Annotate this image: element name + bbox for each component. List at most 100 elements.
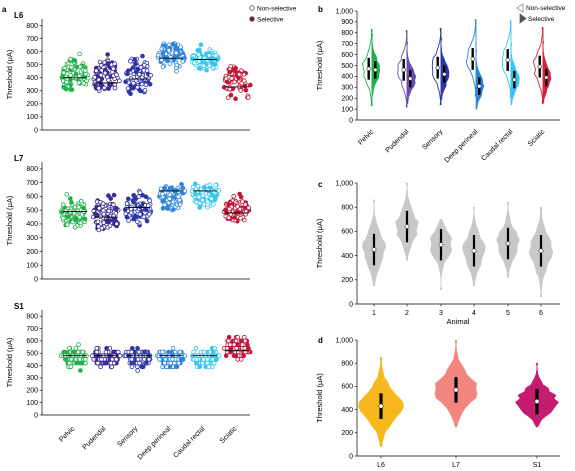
data-point (226, 202, 231, 207)
data-point (104, 345, 109, 351)
panel-a-L7-y-label: Threshold (μA) (5, 195, 14, 245)
panel-a-series-Pudendal (91, 52, 122, 94)
data-point (176, 360, 182, 366)
data-point (210, 65, 216, 71)
median-marker (453, 387, 459, 393)
data-point (105, 52, 110, 57)
panel-a-L6-y-label: Threshold (μA) (5, 49, 14, 99)
data-point (236, 72, 242, 77)
data-point (105, 74, 110, 80)
data-point (140, 193, 146, 198)
data-point (172, 349, 178, 355)
data-point (136, 71, 142, 77)
data-point (96, 206, 102, 211)
panel-a-series-Pelvic (59, 51, 91, 92)
data-point (114, 72, 119, 78)
panel-a-L6-y-tick-label: 100 (26, 114, 38, 121)
panel-c-violin-4: 4 (462, 206, 486, 317)
data-point (82, 216, 88, 222)
panel-a-series-Pudendal (90, 345, 123, 370)
data-point (146, 357, 152, 362)
median-marker (378, 403, 384, 409)
data-point (177, 198, 182, 203)
data-point (242, 345, 248, 351)
data-point (117, 78, 122, 84)
data-point (137, 190, 143, 195)
panel-d-x-tick-label: L6 (377, 462, 385, 469)
data-point (246, 95, 251, 100)
data-point (205, 357, 210, 362)
data-point (114, 357, 119, 362)
data-point (62, 349, 67, 355)
data-point (92, 211, 98, 217)
data-point (232, 79, 237, 85)
panel-b-violin-Sensory (431, 27, 450, 106)
panel-a-series-Sciatic (221, 334, 253, 362)
panel-a-x-tick-label: Pelvic (58, 425, 77, 444)
data-point (197, 47, 202, 52)
panel-b-violin-Pudendal (397, 30, 417, 108)
data-point (138, 88, 143, 94)
data-point (77, 51, 82, 57)
data-point (170, 345, 176, 351)
legend-label-nonselective: Non-selective (257, 6, 297, 13)
data-point (213, 53, 219, 58)
data-point (200, 197, 205, 203)
panel-c-x-label: Animal (447, 317, 470, 326)
data-point (137, 360, 142, 366)
data-point (242, 334, 247, 340)
panel-a-series-Deep perineal (154, 345, 188, 370)
panel-c-y-tick-label: 200 (341, 277, 353, 284)
panel-b-y-label: Threshold (μA) (315, 40, 324, 90)
panel-a-L7-y-tick-label: 800 (26, 166, 38, 173)
data-point (142, 349, 147, 355)
panel-a-S1-axes: 0 100 200 300 400 500 600 700 800 Threshold (μA) (5, 310, 250, 419)
data-point (132, 213, 138, 219)
data-point (159, 57, 164, 63)
panel-a-S1-y-tick-label: 100 (26, 400, 38, 407)
panel-letter-c: c (318, 180, 323, 189)
data-point (77, 357, 83, 362)
panel-c-x-tick-label: 5 (506, 310, 510, 317)
panel-b-y-tick-label: 1,000 (335, 8, 353, 15)
data-point (225, 79, 230, 85)
data-point (196, 59, 202, 64)
panel-a-S1-y-tick-label: 500 (26, 351, 38, 358)
panel-a-x-tick-label: Deep perineal (137, 425, 173, 461)
data-point (128, 210, 134, 216)
data-point (240, 199, 245, 204)
panel-c-y-label: Threshold (μA) (315, 218, 324, 268)
data-point (240, 342, 245, 347)
data-point (60, 216, 66, 221)
data-point (68, 56, 73, 62)
data-point (69, 87, 75, 92)
data-point (136, 194, 142, 199)
data-point (109, 364, 115, 370)
data-point (180, 185, 186, 191)
panel-a-L7-axes: 0 100 200 300 400 500 600 700 800 Threshold (μA) (5, 162, 250, 283)
data-point (63, 86, 69, 92)
data-point (135, 368, 140, 373)
data-point (172, 360, 177, 366)
data-point (133, 69, 139, 74)
data-point (128, 58, 133, 64)
data-point (180, 357, 186, 362)
data-point (83, 357, 88, 362)
data-point (177, 202, 183, 207)
panel-b-y-tick-label: 500 (341, 63, 353, 70)
data-point (167, 196, 172, 202)
data-point (111, 192, 117, 198)
panel-b-violin-Caudal rectal (501, 20, 520, 105)
data-point (216, 188, 222, 193)
data-point (232, 353, 238, 359)
legend-marker-nonselective (516, 3, 524, 13)
data-point (94, 68, 99, 74)
median-nonselective (537, 64, 542, 69)
panel-a-series-Pelvic (58, 342, 89, 373)
data-point (137, 204, 143, 210)
data-point (226, 334, 232, 340)
data-point (162, 360, 167, 366)
data-point (140, 53, 145, 59)
data-point (227, 69, 233, 75)
data-point (112, 61, 117, 66)
